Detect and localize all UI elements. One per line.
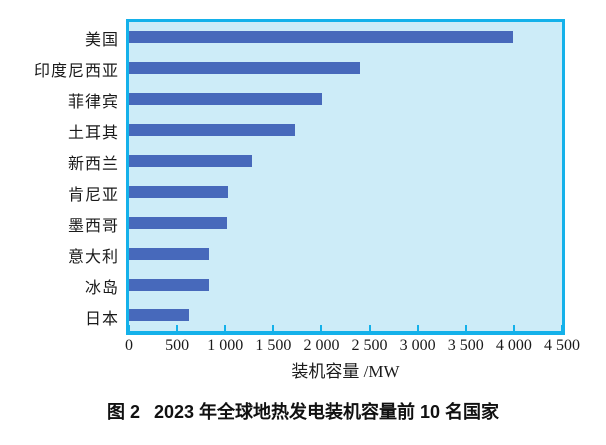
y-label-5: 新西兰 (67, 155, 119, 173)
y-label-4: 土耳其 (67, 124, 119, 142)
bar-row (129, 176, 562, 207)
x-tick-mark (512, 325, 515, 331)
x-tick-mark (128, 325, 130, 331)
x-tick-mark (416, 325, 419, 331)
x-tick-label-4500: 4 500 (544, 337, 580, 354)
x-tick-label-2000: 2 000 (303, 337, 340, 354)
bar-row (129, 84, 562, 115)
plot-area (126, 19, 565, 335)
x-tick-mark (176, 325, 179, 331)
y-label-3: 菲律宾 (67, 93, 119, 111)
x-tick-mark (561, 325, 563, 331)
x-axis-title: 装机容量 /MW (291, 362, 400, 381)
x-tick-mark (224, 325, 227, 331)
y-label-7: 墨西哥 (67, 217, 119, 235)
x-tick-label-1500: 1 500 (255, 337, 292, 354)
figure-caption: 图 2 2023 年全球地热发电装机容量前 10 名国家 (0, 398, 606, 424)
x-tick-label-500: 500 (165, 337, 190, 354)
bar-9 (129, 278, 209, 291)
bar-row (129, 238, 562, 269)
bar-row (129, 22, 562, 53)
y-label-10: 日本 (84, 310, 119, 328)
y-axis-labels: 美国印度尼西亚菲律宾土耳其新西兰肯尼亚墨西哥意大利冰岛日本 (0, 22, 119, 332)
bar-4 (129, 124, 295, 137)
bar-row (129, 300, 562, 331)
x-tick-label-0: 0 (125, 337, 133, 354)
x-axis-tick-labels: 0 500 1 000 1 500 2 000 2 500 3 000 3 500 4 000 4… (0, 337, 606, 357)
x-tick-mark (320, 325, 323, 331)
x-tick-label-1000: 1 000 (207, 337, 244, 354)
bar-7 (129, 216, 228, 229)
y-label-2: 印度尼西亚 (33, 62, 119, 80)
bar-row (129, 146, 562, 177)
x-tick-mark (368, 325, 371, 331)
bar-8 (129, 247, 209, 260)
figure-caption-text: 2023 年全球地热发电装机容量前 10 名国家 (153, 402, 500, 422)
bar-2 (129, 62, 360, 75)
x-tick-mark (272, 325, 275, 331)
bar-1 (129, 31, 513, 44)
x-tick-label-3500: 3 500 (447, 337, 484, 354)
bar-5 (129, 155, 253, 167)
bar-6 (129, 185, 229, 198)
y-label-6: 肯尼亚 (67, 186, 119, 204)
bar-row (129, 53, 562, 84)
x-tick-label-4000: 4 000 (495, 337, 532, 354)
bar-row (129, 269, 562, 300)
y-label-9: 冰岛 (84, 279, 119, 297)
x-tick-label-2500: 2 500 (351, 337, 388, 354)
bar-row (129, 115, 562, 146)
bar-row (129, 207, 562, 238)
y-label-1: 美国 (84, 31, 119, 49)
bar-10 (129, 309, 189, 322)
bar-series (129, 22, 562, 331)
figure-number: 图 2 (106, 402, 140, 422)
x-tick-mark (464, 325, 467, 331)
y-label-8: 意大利 (67, 248, 119, 266)
x-tick-label-3000: 3 000 (399, 337, 436, 354)
bar-3 (129, 93, 323, 106)
